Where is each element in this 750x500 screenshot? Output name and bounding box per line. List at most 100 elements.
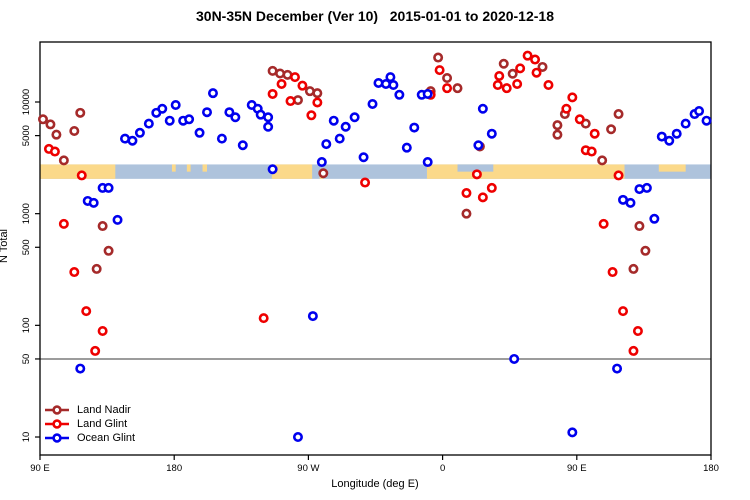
data-point [360,177,371,188]
data-point [461,208,472,219]
legend-item-land-glint: Land Glint [44,417,135,431]
data-point [422,157,433,168]
data-point [641,182,652,193]
data-point [471,169,482,180]
data-point [561,103,572,114]
data-point [612,363,623,374]
data-point [486,128,497,139]
data-point [552,129,563,140]
data-point [640,245,651,256]
data-point [51,129,62,140]
data-point [69,267,80,278]
data-point [321,139,332,150]
data-point [543,79,554,90]
data-point [586,146,597,157]
legend-circle [52,433,62,443]
data-point [328,115,339,126]
y-tick-label: 500 [21,239,32,255]
data-point [75,363,86,374]
data-point [433,52,444,63]
legend-circle [52,405,62,415]
legend-label: Land Glint [77,418,128,430]
data-point [473,140,484,151]
data-point [537,61,548,72]
data-point [522,50,533,61]
data-point [112,214,123,225]
data-point [664,135,675,146]
data-point [97,221,108,232]
data-point [184,114,195,125]
data-point [267,164,278,175]
data-point [91,263,102,274]
land-glint-marker-icon [45,419,69,429]
data-point [349,112,360,123]
legend-circle [52,419,62,429]
data-point [613,109,624,120]
x-tick-label: 0 [440,463,445,474]
data-point [512,78,523,89]
data-point [567,92,578,103]
data-point [409,122,420,133]
data-point [237,140,248,151]
data-point [358,152,369,163]
y-tick-label: 10 [21,432,32,443]
data-point [634,221,645,232]
data-point [292,432,303,443]
x-axis-label: Longitude (deg E) [331,478,419,490]
data-point [486,182,497,193]
x-tick-label: 180 [703,463,719,474]
data-point [394,89,405,100]
data-point [498,58,509,69]
data-point [632,325,643,336]
x-tick-label: 90 E [567,463,587,474]
data-point [157,103,168,114]
data-point [170,100,181,111]
data-point [134,127,145,138]
y-tick-label: 50 [21,354,32,365]
data-point [312,88,323,99]
data-point [49,146,60,157]
data-point [312,97,323,108]
data-point [515,63,526,74]
data-point [628,345,639,356]
data-point [97,325,108,336]
legend: Land Nadir Land Glint Ocean Glint [44,403,135,445]
map-band-land-island [171,164,176,172]
data-point [58,218,69,229]
data-point [318,168,329,179]
map-band-land-island [186,164,191,172]
data-point [694,106,705,117]
data-point [385,72,396,83]
data-point [289,72,300,83]
data-point [258,313,269,324]
map-band-ocean-notch [457,164,494,172]
data-point [263,121,274,132]
data-point [216,133,227,144]
data-point [224,107,235,118]
data-point [607,267,618,278]
y-tick-label: 1000 [21,203,32,224]
data-point [143,118,154,129]
data-point [477,103,488,114]
data-point [207,88,218,99]
map-band-land-island [202,164,208,172]
ocean-glint-marker-icon [45,433,69,443]
data-point [628,263,639,274]
data-point [164,115,175,126]
data-point [422,88,433,99]
plot-frame [39,41,712,456]
data-point [613,170,624,181]
data-point [618,306,629,317]
x-tick-label: 180 [166,463,182,474]
data-point [574,114,585,125]
data-point [58,155,69,166]
data-point [88,197,99,208]
data-point [388,79,399,90]
data-point [442,83,453,94]
map-band-land-segment [426,164,625,179]
data-point [276,78,287,89]
data-point [367,98,378,109]
x-tick-label: 90 W [297,463,319,474]
